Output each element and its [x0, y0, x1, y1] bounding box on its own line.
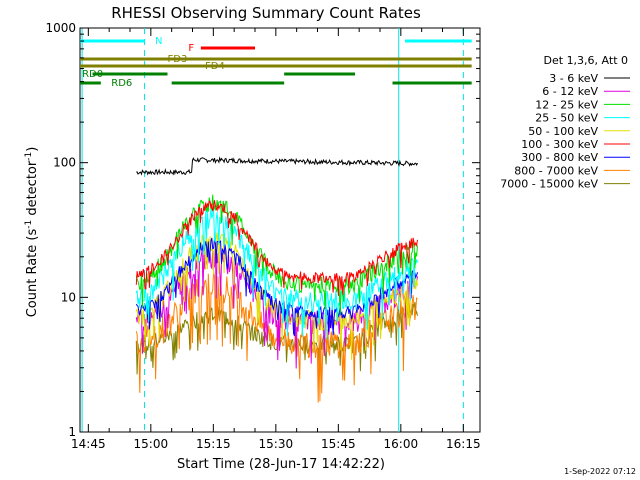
legend-label-8: 7000 - 15000 keV — [500, 178, 598, 191]
saa-lines — [81, 28, 464, 432]
legend-header: Det 1,3,6, Att 0 — [544, 54, 628, 67]
legend-label-5: 100 - 300 keV — [521, 138, 598, 151]
y-axis: 1 10 100 1000 — [45, 21, 480, 439]
y-axis-label-mid: detector — [25, 160, 40, 220]
series-line-8 — [135, 200, 418, 297]
x-tick-label-6: 16:15 — [446, 437, 481, 451]
series-line-5 — [135, 237, 418, 337]
legend-label-2: 12 - 25 keV — [535, 98, 598, 111]
x-tick-label-5: 16:00 — [384, 437, 419, 451]
generated-timestamp: 1-Sep-2022 07:12 — [564, 467, 636, 476]
legend-label-6: 300 - 800 keV — [521, 151, 598, 164]
chart-title: RHESSI Observing Summary Count Rates — [111, 4, 421, 22]
x-tick-label-0: 14:45 — [71, 437, 106, 451]
flag-label-rd6: RD6 — [111, 78, 132, 89]
y-tick-label-0: 1 — [68, 425, 76, 439]
x-axis: 14:45 15:00 15:15 15:30 15:45 16:00 16:15 — [71, 28, 481, 451]
x-axis-label: Start Time (28-Jun-17 14:42:22) — [177, 457, 385, 472]
y-tick-label-3: 1000 — [45, 21, 76, 35]
x-tick-label-4: 15:45 — [321, 437, 356, 451]
y-axis-label-sup1: -1 — [24, 220, 34, 229]
flag-label-f: F — [188, 43, 194, 54]
series-line-0 — [136, 156, 418, 176]
plot-area — [79, 27, 481, 433]
x-tick-label-2: 15:15 — [196, 437, 231, 451]
legend-label-3: 25 - 50 keV — [535, 112, 598, 125]
series-lines — [135, 156, 418, 403]
legend-label-1: 6 - 12 keV — [542, 85, 598, 98]
y-axis-label-main: Count Rate (s — [25, 229, 40, 318]
y-tick-label-1: 10 — [61, 290, 76, 304]
series-line-7 — [135, 194, 418, 316]
y-axis-label-end: ) — [25, 147, 40, 152]
flag-label-n: N — [155, 36, 162, 47]
x-tick-label-1: 15:00 — [134, 437, 169, 451]
legend-label-0: 3 - 6 keV — [549, 72, 598, 85]
legend-label-4: 50 - 100 keV — [528, 125, 598, 138]
flag-label-fd4: FD4 — [205, 61, 225, 72]
plot-frame — [79, 27, 481, 433]
flag-label-fd3: FD3 — [168, 54, 188, 65]
x-tick-label-3: 15:30 — [259, 437, 294, 451]
series-line-6 — [135, 208, 418, 340]
y-tick-label-2: 100 — [53, 156, 76, 170]
y-axis-label: Count Rate (s-1 detector-1) — [24, 147, 40, 318]
legend-label-7: 800 - 7000 keV — [514, 164, 598, 177]
y-axis-label-sup2: -1 — [24, 152, 34, 161]
flag-label-rd0: RD0 — [82, 69, 103, 80]
